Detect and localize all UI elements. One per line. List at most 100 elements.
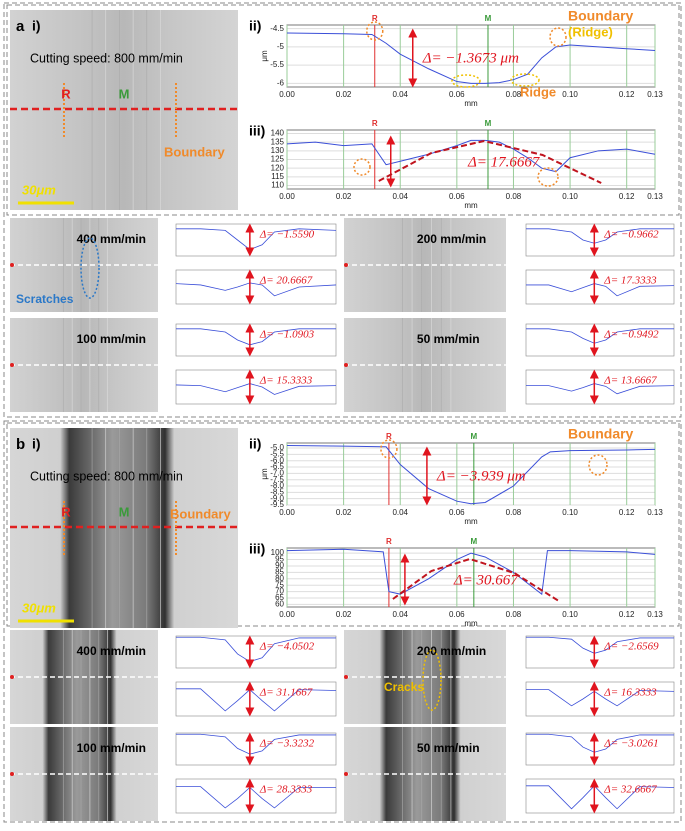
annotation: Ridge [520,84,556,99]
plot-area [286,24,656,88]
r-marker-label: R [372,119,378,128]
panel-b-frame [3,420,682,823]
highlight-circle [588,454,608,476]
annotation: Boundary [568,8,634,24]
sub-label: iii) [249,541,265,557]
highlight-circle [537,167,559,187]
y-tick-label: 75 [275,580,284,589]
x-tick-label: 0.12 [619,508,635,517]
delta-label: Δ= −0.9662 [603,229,659,241]
annotation: Boundary [568,426,634,442]
y-tick-label: -5.5 [270,449,284,458]
delta-label: Δ= 13.6667 [603,375,657,387]
highlight-circle [80,237,100,299]
delta-label: Δ= −1.3673 μm [422,50,519,66]
panel-label: a [16,18,25,35]
x-tick-label: 0.04 [392,192,408,201]
x-tick-label: 0.02 [336,90,352,99]
small-plot-area [525,681,675,717]
y-tick-label: -6.5 [270,462,284,471]
x-tick-label: 0.13 [647,192,663,201]
y-tick-label: 100 [271,548,285,557]
x-tick-label: 0.00 [279,192,295,201]
section-start [10,263,14,267]
y-tick-label: 135 [271,137,285,146]
plot-area [286,547,656,608]
y-tick-label: -9.0 [270,494,284,503]
m-marker-label: M [470,537,477,546]
y-tick-label: -8.5 [270,487,284,496]
x-tick-label: 0.06 [449,90,465,99]
x-tick-label: 0.00 [279,610,295,619]
small-plot-area [175,369,337,405]
m-label: M [119,504,130,519]
speed-label: 400 mm/min [77,644,146,658]
y-tick-label: 115 [271,172,284,181]
r-marker-label: R [386,432,392,441]
fit-curve [378,139,602,184]
y-tick-label: -6 [277,78,285,87]
small-plot-area [175,778,337,814]
speed-label: 100 mm/min [77,332,146,346]
y-tick-label: -8.0 [270,481,284,490]
x-tick-label: 0.00 [279,508,295,517]
x-tick-label: 0.04 [392,90,408,99]
delta-label: Δ= −1.5590 [259,229,315,241]
x-tick-label: 0.06 [449,610,465,619]
delta-label: Δ= −0.9492 [603,329,659,341]
profile-line [286,32,656,84]
y-tick-label: -5 [277,42,285,51]
x-tick-label: 0.10 [562,90,578,99]
delta-label: Δ= 32.6667 [603,784,657,796]
y-tick-label: 130 [271,146,285,155]
highlight-circle [353,158,371,176]
section-start [10,772,14,776]
delta-label: Δ= 16.3333 [603,687,657,699]
section-start [10,675,14,679]
x-tick-label: 0.12 [619,90,635,99]
x-tick-label: 0.06 [449,508,465,517]
y-tick-label: 70 [275,587,284,596]
profile-line [286,548,656,596]
speed-label: 50 mm/min [417,741,480,755]
speed-label: 100 mm/min [77,741,146,755]
y-tick-label: 60 [275,600,284,609]
x-tick-label: 0.04 [392,508,408,517]
highlight-circle [510,73,540,87]
x-tick-label: 0.12 [619,192,635,201]
x-tick-label: 0.08 [506,610,522,619]
highlight-circle [366,21,384,41]
y-tick-label: 95 [275,555,284,564]
boundary-label: Boundary [164,144,225,159]
delta-label: Δ= 17.6667 [467,154,541,170]
panel-a-frame [3,2,682,418]
delta-label: Δ= −1.0903 [259,329,315,341]
x-tick-label: 0.08 [506,508,522,517]
x-tick-label: 0.04 [392,610,408,619]
delta-label: Δ= −3.0261 [603,738,658,750]
section-start [344,675,348,679]
x-tick-label: 0.13 [647,90,663,99]
sub-label: ii) [249,18,261,34]
y-tick-label: 140 [271,129,285,138]
y-tick-label: 80 [275,574,284,583]
y-tick-label: -7.0 [270,468,284,477]
y-tick-label: 120 [271,163,285,172]
x-axis-label: mm [464,99,478,108]
image-label: i) [32,436,41,452]
delta-label: Δ= 15.3333 [259,375,313,387]
y-tick-label: 65 [275,593,284,602]
speed-label: 50 mm/min [417,332,480,346]
y-tick-label: -7.5 [270,475,284,484]
speed-label: 400 mm/min [77,232,146,246]
y-tick-label: 85 [275,567,284,576]
highlight-circle [451,74,481,88]
image-label: i) [32,18,41,34]
highlight-circle [422,649,442,711]
speed-label: Cutting speed: 800 mm/min [30,51,183,65]
x-tick-label: 0.10 [562,610,578,619]
section-start [344,263,348,267]
x-axis-label: mm [464,517,478,526]
section-start [344,772,348,776]
x-tick-label: 0.13 [647,610,663,619]
